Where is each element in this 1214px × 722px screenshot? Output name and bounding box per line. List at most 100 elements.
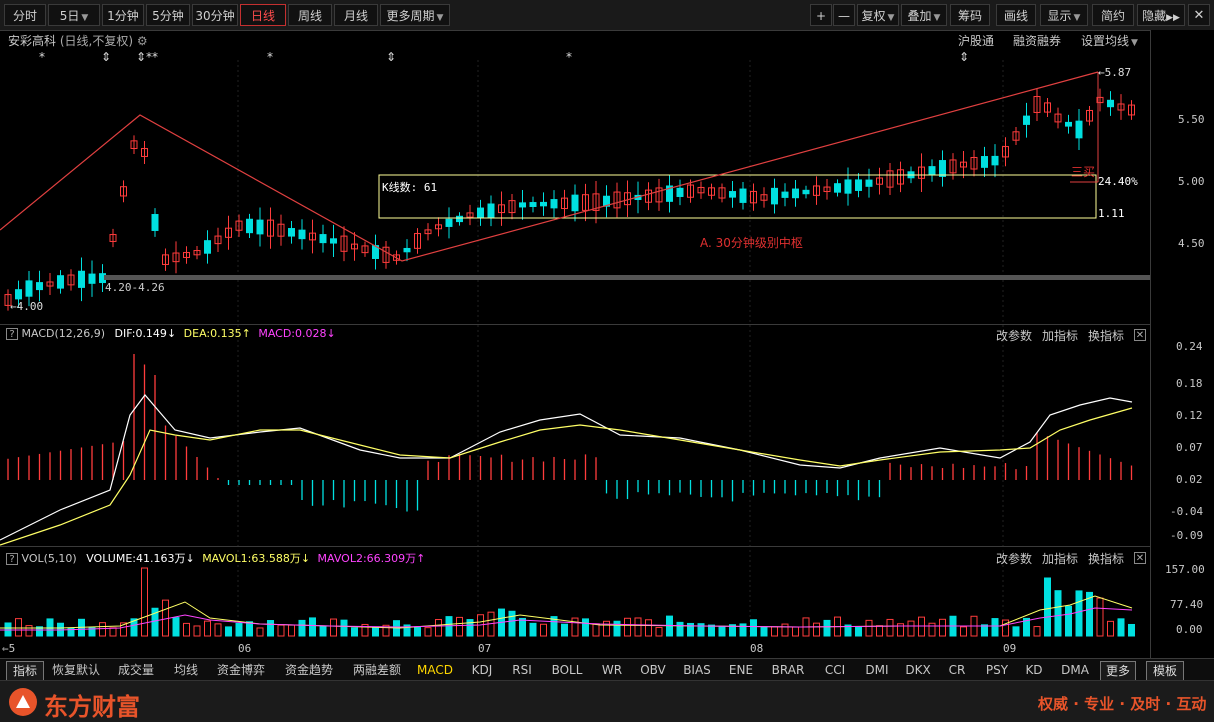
support-band xyxy=(104,275,1150,280)
candle-body xyxy=(445,218,453,227)
link-margin[interactable]: 融资融券 xyxy=(1013,34,1062,48)
display-label: 显示 xyxy=(1047,9,1072,23)
volume-bar xyxy=(624,617,631,637)
tab-ma[interactable]: 均线 xyxy=(173,663,198,677)
close-icon[interactable]: ✕ xyxy=(1134,329,1146,341)
volume-bar xyxy=(771,626,778,637)
period-fenshi-button[interactable]: 分时 xyxy=(4,4,46,26)
candle-body xyxy=(15,289,22,300)
brand-slogan: 权威 · 专业 · 及时 · 互动 xyxy=(1038,695,1207,713)
close-icon[interactable]: ✕ xyxy=(1188,4,1210,26)
tab-cci[interactable]: CCI xyxy=(824,663,846,677)
volume-bar xyxy=(235,622,243,637)
more-periods-dropdown[interactable]: 更多周期 ▼ xyxy=(380,4,450,26)
draw-line-button[interactable]: 画线 xyxy=(996,4,1036,26)
tab-indicator[interactable]: 指标 xyxy=(6,661,44,681)
vol-switch-indicator[interactable]: 换指标 xyxy=(1088,552,1125,566)
volume-bar xyxy=(886,618,894,637)
tab-macd[interactable]: MACD xyxy=(417,663,453,677)
tab-template[interactable]: 模板 xyxy=(1146,661,1184,681)
candle-body xyxy=(57,275,64,289)
period-daily-button[interactable]: 日线 xyxy=(240,4,286,26)
x-axis-label: 06 xyxy=(238,642,252,655)
tab-psy[interactable]: PSY xyxy=(985,663,1009,677)
tab-volume[interactable]: 成交量 xyxy=(117,663,154,677)
candle-body xyxy=(1054,113,1062,123)
candle-body xyxy=(949,159,957,174)
tab-dmi[interactable]: DMI xyxy=(865,663,889,677)
tab-cr[interactable]: CR xyxy=(948,663,966,677)
dea-line xyxy=(0,407,1133,546)
tab-more[interactable]: 更多 xyxy=(1100,661,1136,681)
link-hk-connect[interactable]: 沪股通 xyxy=(958,34,995,48)
high-price-value: 5.87 xyxy=(1104,66,1132,79)
tab-boll[interactable]: BOLL xyxy=(551,663,583,677)
zoom-out-button[interactable]: — xyxy=(833,4,855,26)
zoom-in-button[interactable]: + xyxy=(810,4,832,26)
macd-switch-indicator[interactable]: 换指标 xyxy=(1088,329,1125,343)
stock-name: 安彩高科 xyxy=(8,34,57,48)
tab-ene[interactable]: ENE xyxy=(728,663,754,677)
volume-bar xyxy=(550,616,558,637)
tab-restore-default[interactable]: 恢复默认 xyxy=(51,663,100,677)
candle-body xyxy=(130,140,138,149)
event-mark[interactable]: ⇕ xyxy=(959,50,970,64)
event-mark[interactable]: * xyxy=(39,50,45,64)
candle-body xyxy=(1128,104,1135,116)
period-1min-button[interactable]: 1分钟 xyxy=(102,4,144,26)
volume-bar xyxy=(519,617,526,637)
tab-fund-trend[interactable]: 资金趋势 xyxy=(284,663,333,677)
volume-bar xyxy=(435,619,442,637)
chips-button[interactable]: 筹码 xyxy=(950,4,990,26)
tab-bias[interactable]: BIAS xyxy=(683,663,711,677)
event-mark[interactable]: * xyxy=(267,50,273,64)
tab-rsi[interactable]: RSI xyxy=(512,663,532,677)
volume-bar xyxy=(561,623,568,637)
low-price-value: 4.00 xyxy=(16,300,44,313)
tab-kd[interactable]: KD xyxy=(1025,663,1043,677)
chevron-down-icon: ▼ xyxy=(1131,38,1138,48)
hide-button[interactable]: 隐藏▶▶ xyxy=(1137,4,1185,26)
set-ma-dropdown[interactable]: 设置均线 ▼ xyxy=(1081,32,1138,49)
period-30min-button[interactable]: 30分钟 xyxy=(192,4,238,26)
volume-bar xyxy=(36,626,43,637)
candle-body xyxy=(477,207,484,219)
macd-add-indicator[interactable]: 加指标 xyxy=(1042,329,1079,343)
tab-wr[interactable]: WR xyxy=(601,663,623,677)
macd-edit-params[interactable]: 改参数 xyxy=(996,329,1033,343)
period-weekly-button[interactable]: 周线 xyxy=(288,4,332,26)
adjust-dropdown[interactable]: 复权 ▼ xyxy=(857,4,899,26)
tab-dkx[interactable]: DKX xyxy=(905,663,931,677)
vol-add-indicator[interactable]: 加指标 xyxy=(1042,552,1079,566)
event-mark[interactable]: * xyxy=(566,50,572,64)
volume-bar xyxy=(1023,617,1030,637)
mavol1-value: MAVOL1:63.588万 xyxy=(202,552,301,565)
tab-dma[interactable]: DMA xyxy=(1061,663,1089,677)
event-mark[interactable]: ⇕ xyxy=(101,50,112,64)
event-mark[interactable]: ⇕** xyxy=(136,50,159,64)
tab-fund-game[interactable]: 资金博弈 xyxy=(216,663,265,677)
vol-tick: 157.00 xyxy=(1165,563,1205,576)
candle-body xyxy=(750,190,757,204)
vol-edit-params[interactable]: 改参数 xyxy=(996,552,1033,566)
tab-kdj[interactable]: KDJ xyxy=(471,663,493,677)
close-icon[interactable]: ✕ xyxy=(1134,552,1146,564)
overlay-dropdown[interactable]: 叠加 ▼ xyxy=(901,4,947,26)
period-monthly-button[interactable]: 月线 xyxy=(334,4,378,26)
event-mark[interactable]: ⇕ xyxy=(386,50,397,64)
tab-obv[interactable]: OBV xyxy=(640,663,666,677)
volume-bar xyxy=(403,624,411,637)
period-5min-button[interactable]: 5分钟 xyxy=(146,4,190,26)
period-5day-dropdown[interactable]: 5日 ▼ xyxy=(48,4,100,26)
simple-mode-button[interactable]: 简约 xyxy=(1092,4,1134,26)
tab-margin-diff[interactable]: 两融差额 xyxy=(352,663,401,677)
kline-chart[interactable] xyxy=(0,30,1150,658)
tab-brar[interactable]: BRAR xyxy=(771,663,805,677)
display-dropdown[interactable]: 显示 ▼ xyxy=(1040,4,1088,26)
gear-icon[interactable]: ⚙ xyxy=(136,34,148,48)
help-icon[interactable]: ? xyxy=(6,553,18,565)
help-icon[interactable]: ? xyxy=(6,328,18,340)
x-axis-label: 07 xyxy=(478,642,492,655)
vol-header: ? VOL(5,10) VOLUME:41.163万↓ MAVOL1:63.58… xyxy=(6,550,425,566)
candle-body xyxy=(771,187,778,205)
